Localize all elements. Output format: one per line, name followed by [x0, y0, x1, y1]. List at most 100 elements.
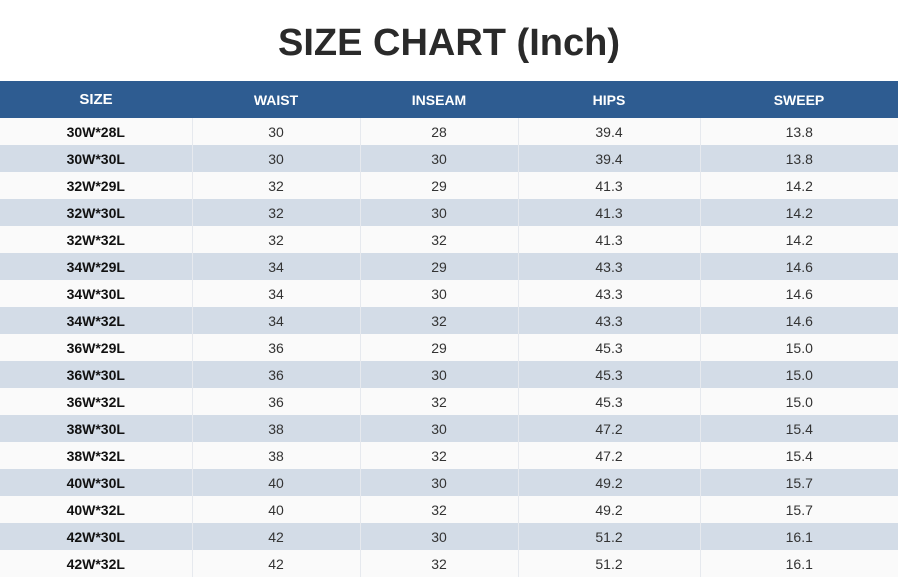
cell-size: 40W*32L [0, 496, 193, 523]
cell-inseam: 30 [360, 415, 519, 442]
cell-inseam: 30 [360, 361, 519, 388]
column-header-waist: WAIST [192, 81, 360, 118]
cell-waist: 36 [192, 388, 361, 415]
cell-size: 34W*30L [0, 280, 193, 307]
table-row: 34W*32L 34 32 43.3 14.6 [0, 307, 898, 334]
cell-sweep: 14.6 [700, 253, 898, 280]
cell-hips: 39.4 [518, 118, 701, 145]
cell-waist: 32 [192, 226, 361, 253]
cell-sweep: 14.6 [700, 307, 898, 334]
table-row: 34W*29L 34 29 43.3 14.6 [0, 253, 898, 280]
cell-size: 40W*30L [0, 469, 193, 496]
size-chart-table: SIZE WAIST INSEAM HIPS SWEEP 30W*28L 30 28 39.4… [0, 81, 898, 577]
cell-hips: 43.3 [518, 253, 701, 280]
cell-waist: 40 [192, 496, 361, 523]
cell-inseam: 30 [360, 145, 519, 172]
column-header-hips: HIPS [518, 81, 700, 118]
cell-sweep: 16.1 [700, 523, 898, 550]
column-header-sweep: SWEEP [700, 81, 898, 118]
table-row: 38W*32L 38 32 47.2 15.4 [0, 442, 898, 469]
cell-size: 32W*30L [0, 199, 193, 226]
cell-sweep: 15.4 [700, 442, 898, 469]
cell-inseam: 29 [360, 253, 519, 280]
cell-inseam: 29 [360, 172, 519, 199]
cell-size: 36W*29L [0, 334, 193, 361]
cell-waist: 38 [192, 415, 361, 442]
cell-waist: 36 [192, 361, 361, 388]
table-row: 32W*29L 32 29 41.3 14.2 [0, 172, 898, 199]
cell-inseam: 29 [360, 334, 519, 361]
cell-hips: 39.4 [518, 145, 701, 172]
cell-hips: 49.2 [518, 496, 701, 523]
table-row: 36W*30L 36 30 45.3 15.0 [0, 361, 898, 388]
cell-hips: 43.3 [518, 307, 701, 334]
table-row: 30W*30L 30 30 39.4 13.8 [0, 145, 898, 172]
cell-size: 30W*28L [0, 118, 193, 145]
table-row: 36W*29L 36 29 45.3 15.0 [0, 334, 898, 361]
cell-hips: 41.3 [518, 172, 701, 199]
cell-sweep: 15.0 [700, 361, 898, 388]
cell-sweep: 14.2 [700, 226, 898, 253]
table-row: 40W*32L 40 32 49.2 15.7 [0, 496, 898, 523]
table-row: 32W*30L 32 30 41.3 14.2 [0, 199, 898, 226]
cell-hips: 45.3 [518, 361, 701, 388]
table-row: 38W*30L 38 30 47.2 15.4 [0, 415, 898, 442]
cell-sweep: 15.0 [700, 388, 898, 415]
cell-hips: 45.3 [518, 388, 701, 415]
column-header-inseam: INSEAM [360, 81, 518, 118]
cell-sweep: 15.4 [700, 415, 898, 442]
cell-sweep: 14.6 [700, 280, 898, 307]
cell-sweep: 15.7 [700, 496, 898, 523]
cell-sweep: 14.2 [700, 172, 898, 199]
cell-waist: 32 [192, 199, 361, 226]
cell-waist: 34 [192, 280, 361, 307]
cell-inseam: 32 [360, 388, 519, 415]
cell-size: 36W*32L [0, 388, 193, 415]
column-header-size: SIZE [0, 81, 192, 118]
cell-sweep: 13.8 [700, 145, 898, 172]
page-title: SIZE CHART (Inch) [278, 22, 620, 64]
cell-inseam: 32 [360, 550, 519, 577]
cell-size: 32W*29L [0, 172, 193, 199]
table-row: 34W*30L 34 30 43.3 14.6 [0, 280, 898, 307]
cell-inseam: 32 [360, 496, 519, 523]
cell-size: 38W*32L [0, 442, 193, 469]
table-row: 42W*32L 42 32 51.2 16.1 [0, 550, 898, 577]
cell-waist: 30 [192, 118, 361, 145]
table-row: 40W*30L 40 30 49.2 15.7 [0, 469, 898, 496]
cell-inseam: 30 [360, 280, 519, 307]
cell-hips: 49.2 [518, 469, 701, 496]
cell-inseam: 32 [360, 442, 519, 469]
cell-hips: 51.2 [518, 550, 701, 577]
cell-waist: 32 [192, 172, 361, 199]
cell-waist: 42 [192, 523, 361, 550]
cell-sweep: 15.0 [700, 334, 898, 361]
cell-sweep: 16.1 [700, 550, 898, 577]
cell-waist: 34 [192, 253, 361, 280]
cell-inseam: 30 [360, 469, 519, 496]
cell-size: 32W*32L [0, 226, 193, 253]
cell-inseam: 28 [360, 118, 519, 145]
cell-inseam: 30 [360, 199, 519, 226]
cell-waist: 42 [192, 550, 361, 577]
cell-waist: 30 [192, 145, 361, 172]
cell-hips: 47.2 [518, 442, 701, 469]
cell-hips: 41.3 [518, 226, 701, 253]
cell-size: 36W*30L [0, 361, 193, 388]
cell-hips: 45.3 [518, 334, 701, 361]
cell-hips: 47.2 [518, 415, 701, 442]
cell-hips: 41.3 [518, 199, 701, 226]
cell-inseam: 32 [360, 226, 519, 253]
cell-inseam: 30 [360, 523, 519, 550]
cell-waist: 40 [192, 469, 361, 496]
cell-waist: 34 [192, 307, 361, 334]
cell-waist: 36 [192, 334, 361, 361]
table-row: 42W*30L 42 30 51.2 16.1 [0, 523, 898, 550]
cell-size: 34W*32L [0, 307, 193, 334]
cell-size: 42W*32L [0, 550, 193, 577]
table-row: 30W*28L 30 28 39.4 13.8 [0, 118, 898, 145]
cell-sweep: 15.7 [700, 469, 898, 496]
cell-size: 30W*30L [0, 145, 193, 172]
cell-size: 42W*30L [0, 523, 193, 550]
cell-sweep: 13.8 [700, 118, 898, 145]
